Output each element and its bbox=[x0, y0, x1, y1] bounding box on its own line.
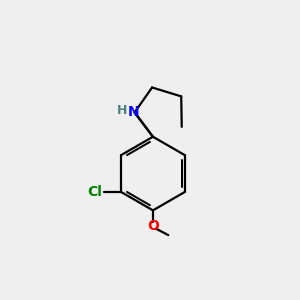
Text: Cl: Cl bbox=[87, 185, 102, 199]
Text: H: H bbox=[117, 104, 128, 118]
Text: N: N bbox=[127, 105, 139, 119]
Text: O: O bbox=[147, 219, 159, 233]
